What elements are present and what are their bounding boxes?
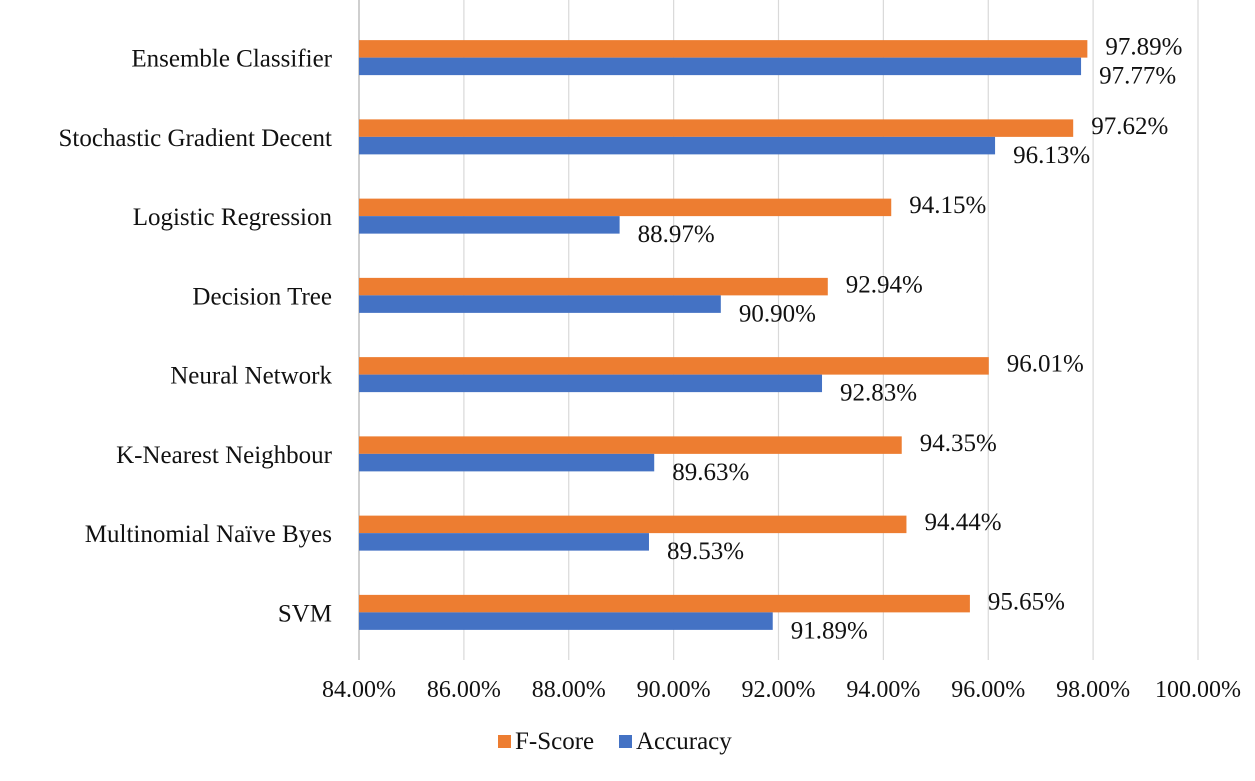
fscore-bar (359, 119, 1074, 137)
category-labels: Ensemble Classifier Stochastic Gradient D… (58, 46, 332, 628)
x-tick-label: 86.00% (427, 677, 501, 703)
x-tick-label: 90.00% (637, 677, 711, 703)
x-tick-label: 100.00% (1155, 677, 1241, 703)
fscore-data-label: 95.65% (988, 588, 1065, 615)
accuracy-bar (359, 533, 649, 551)
legend-label: F-Score (515, 728, 594, 755)
accuracy-bar (359, 295, 721, 313)
x-tick-label: 98.00% (1056, 677, 1130, 703)
fscore-data-label: 94.44% (924, 509, 1001, 536)
data-labels: 97.89%97.77% 97.62%96.13% 94.15% 88.97% 92.9… (638, 34, 1183, 645)
fscore-data-label: 97.62% (1091, 113, 1168, 140)
accuracy-data-label: 89.63% (672, 459, 749, 486)
fscore-bar (359, 277, 828, 296)
x-tick-label: 88.00% (532, 677, 606, 703)
fscore-bar (359, 198, 892, 217)
legend-swatch (498, 735, 511, 748)
bars (359, 40, 1088, 630)
accuracy-bar (359, 374, 823, 393)
legend-swatch (619, 735, 632, 748)
x-tick-label: 92.00% (742, 677, 816, 703)
category-label: SVM (278, 600, 332, 627)
legend: F-Score Accuracy (498, 728, 732, 755)
gridlines (463, 0, 1199, 660)
accuracy-bar (359, 57, 1082, 76)
category-label: Multinomial Naïve Byes (85, 521, 332, 548)
category-label: Decision Tree (192, 283, 332, 310)
fscore-bar (359, 40, 1088, 58)
fscore-data-label: 94.15% (909, 192, 986, 219)
fscore-data-label: 97.89% (1105, 34, 1182, 61)
accuracy-data-label: 89.53% (667, 538, 744, 565)
accuracy-data-label: 88.97% (638, 221, 715, 248)
category-label: Logistic Regression (133, 204, 333, 231)
accuracy-bar (359, 612, 773, 630)
fscore-data-label: 94.35% (920, 430, 997, 457)
accuracy-bar (359, 216, 620, 234)
x-tick-label: 96.00% (951, 677, 1025, 703)
accuracy-data-label: 96.13% (1013, 142, 1090, 169)
x-tick-labels: 84.00% 86.00% 88.00% 90.00% 92.00% 94.00% 96.0… (322, 677, 1241, 703)
category-label: K-Nearest Neighbour (116, 442, 333, 469)
x-tick-label: 94.00% (846, 677, 920, 703)
category-label: Ensemble Classifier (131, 46, 332, 73)
accuracy-data-label: 92.83% (840, 380, 917, 407)
legend-label: Accuracy (636, 728, 732, 755)
fscore-data-label: 92.94% (846, 271, 923, 298)
accuracy-data-label: 97.77% (1099, 63, 1176, 90)
category-label: Stochastic Gradient Decent (58, 125, 332, 152)
category-label: Neural Network (170, 363, 332, 390)
accuracy-bar (359, 136, 996, 155)
accuracy-data-label: 90.90% (739, 300, 816, 327)
fscore-bar (359, 594, 970, 613)
fscore-bar (359, 436, 902, 454)
fscore-bar (359, 515, 907, 534)
x-tick-label: 84.00% (322, 677, 396, 703)
accuracy-data-label: 91.89% (791, 617, 868, 644)
accuracy-bar (359, 453, 655, 472)
fscore-bar (359, 357, 989, 375)
fscore-data-label: 96.01% (1007, 351, 1084, 378)
